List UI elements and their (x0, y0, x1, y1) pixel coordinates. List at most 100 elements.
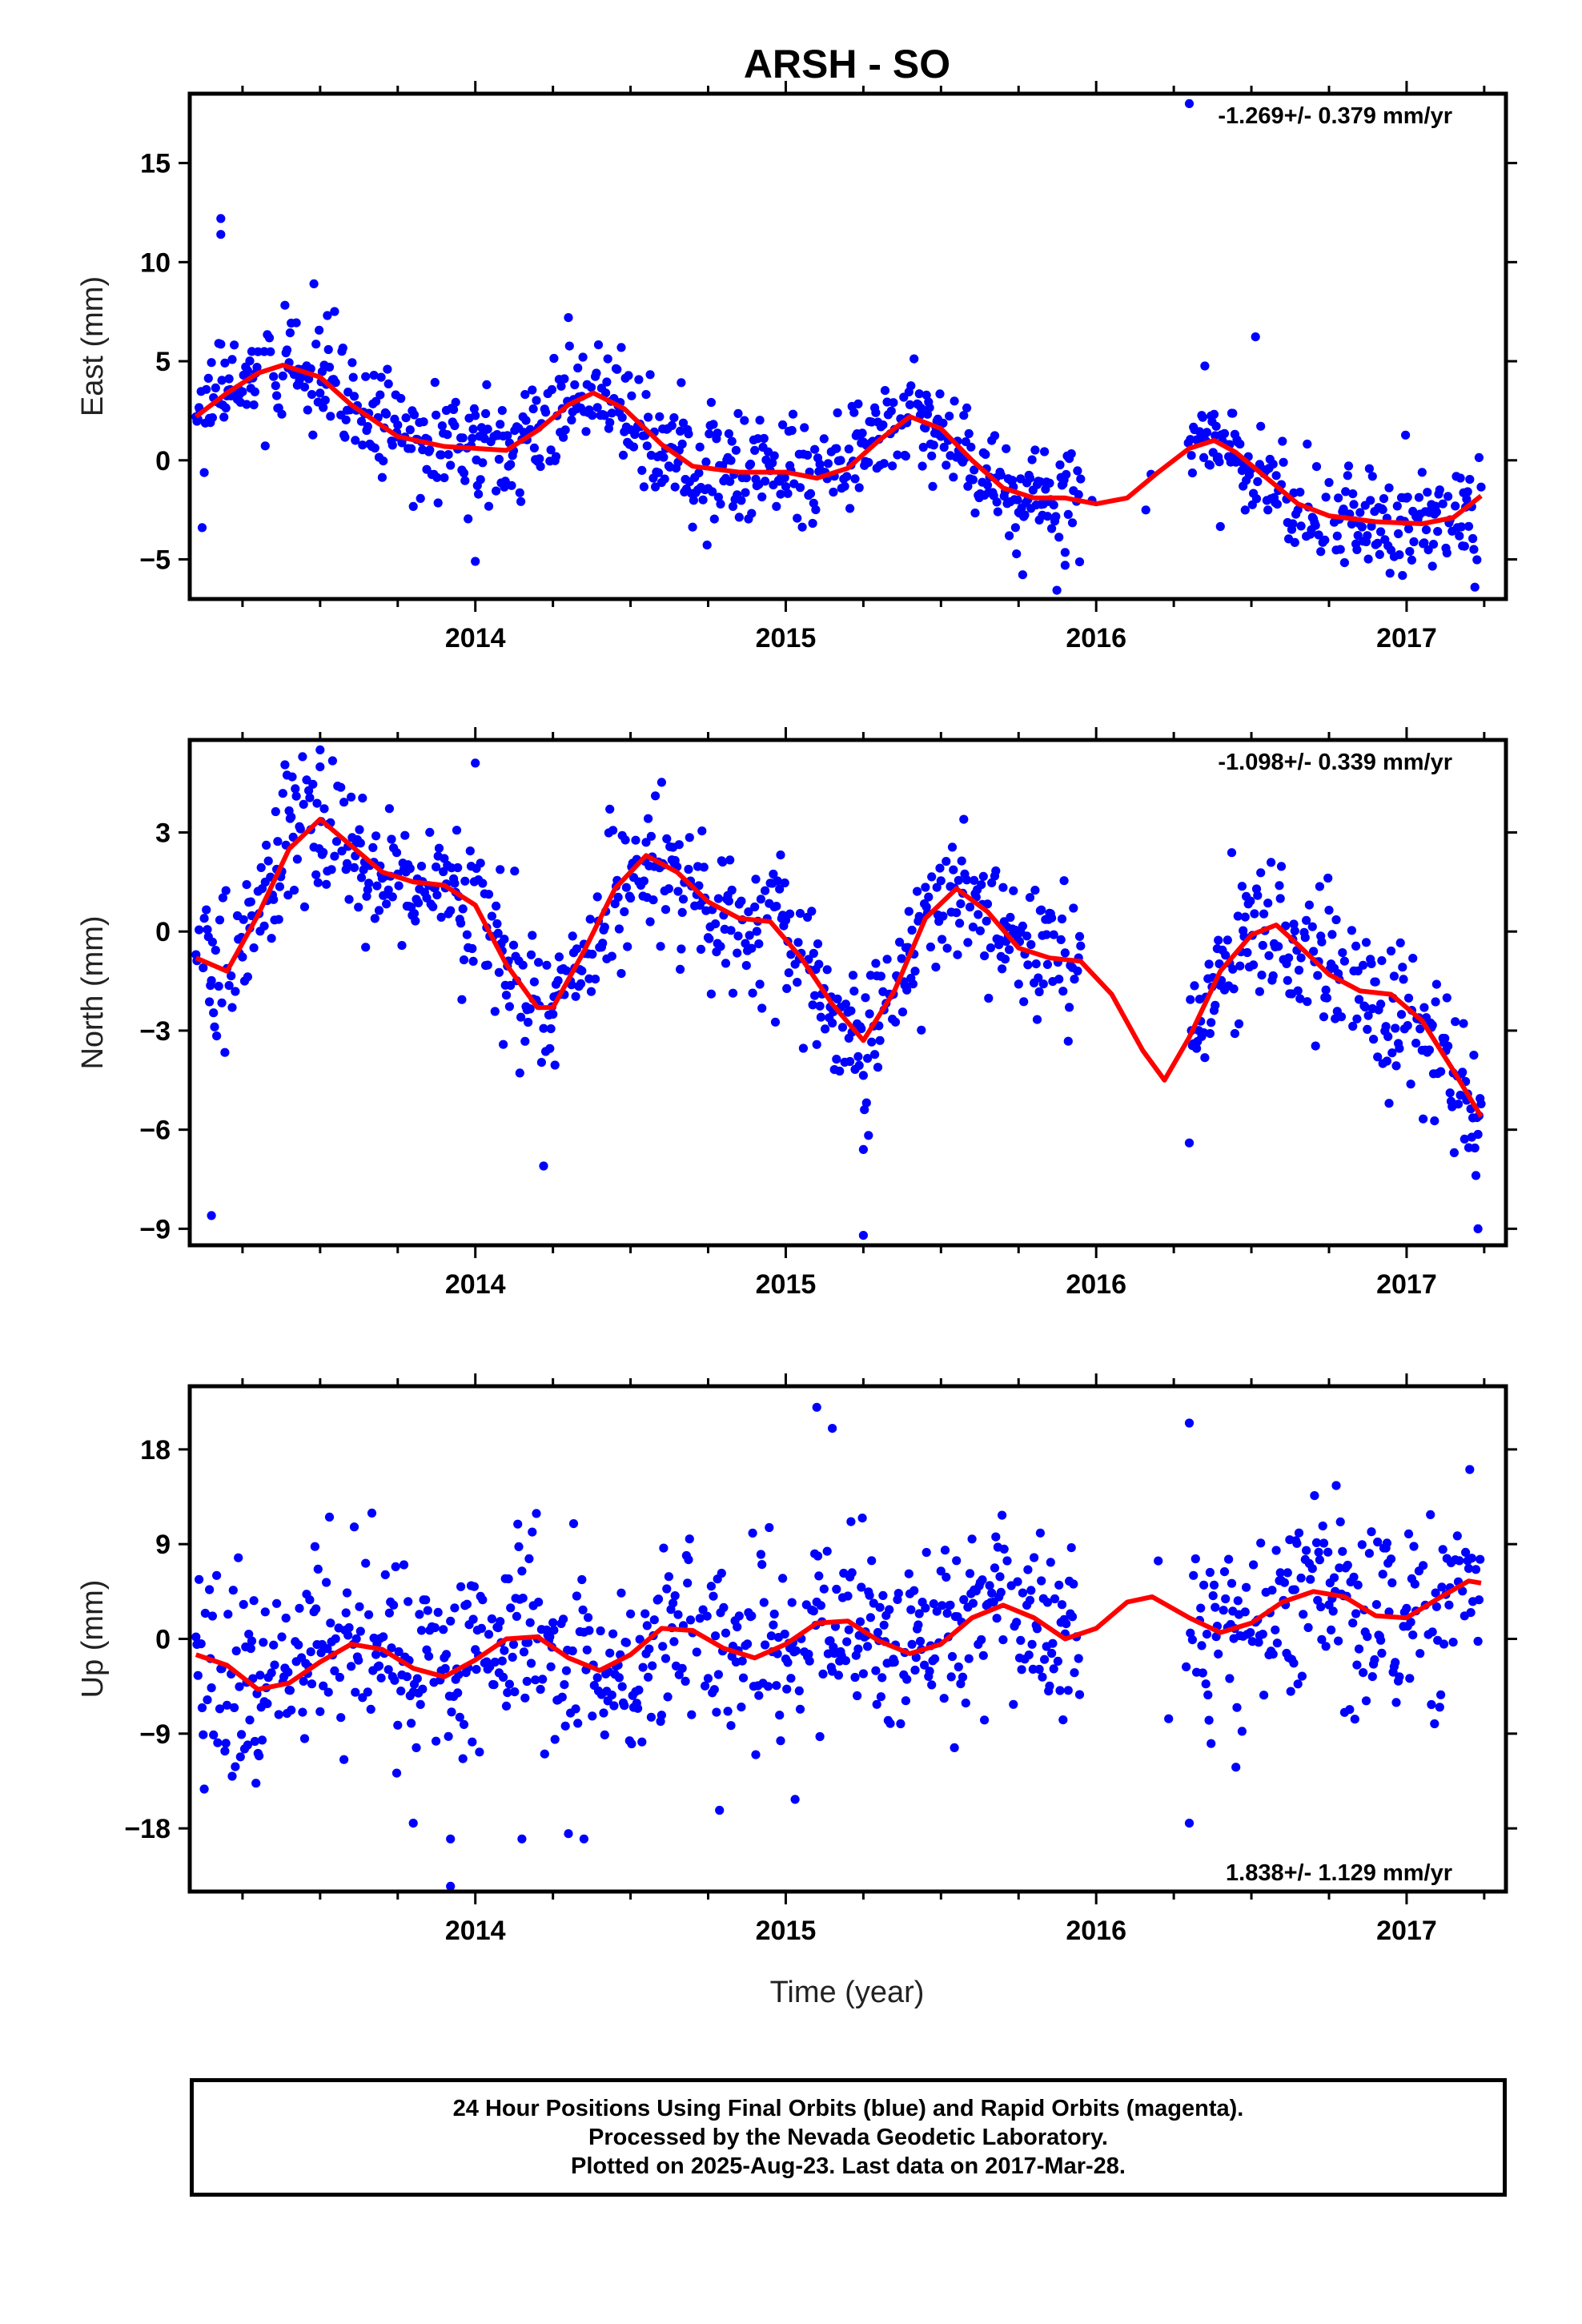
data-point (1363, 554, 1373, 564)
outlier-point (408, 1819, 418, 1828)
data-point (1456, 522, 1466, 532)
data-point (1376, 999, 1386, 1009)
data-point (481, 408, 491, 419)
data-point (620, 835, 630, 845)
data-point (405, 425, 415, 435)
data-point (1427, 1699, 1436, 1710)
y-tick-label: −9 (139, 1719, 171, 1750)
data-point (1327, 930, 1337, 939)
data-point (662, 1584, 672, 1594)
data-point (313, 1564, 323, 1574)
data-point (837, 1023, 848, 1032)
data-point (1012, 1618, 1022, 1627)
data-point (344, 1622, 354, 1633)
data-point (708, 487, 717, 497)
data-point (1371, 977, 1380, 987)
data-point (853, 1691, 862, 1701)
data-point (478, 458, 488, 468)
data-point (1415, 1649, 1425, 1659)
data-point (1324, 906, 1334, 915)
data-point (1233, 1596, 1243, 1606)
data-point (528, 931, 537, 940)
data-point (1214, 1649, 1223, 1659)
data-point (199, 963, 208, 973)
data-point (1458, 1586, 1468, 1596)
data-point (1164, 1714, 1174, 1723)
data-point (506, 460, 516, 469)
data-point (196, 1639, 206, 1649)
data-point (1385, 569, 1395, 578)
data-point (1321, 985, 1331, 995)
data-point (464, 514, 473, 524)
data-point (490, 1657, 500, 1667)
data-point (733, 1622, 742, 1632)
data-point (1403, 993, 1414, 1003)
data-point (456, 919, 466, 928)
data-point (783, 489, 793, 498)
data-point (987, 878, 997, 887)
data-point (878, 420, 888, 430)
data-point (1240, 1607, 1250, 1617)
data-point (600, 923, 609, 932)
data-point (684, 864, 693, 875)
data-point (1334, 1636, 1343, 1646)
data-point (501, 1701, 512, 1711)
data-point (245, 1715, 255, 1725)
data-point (444, 450, 453, 460)
data-point (1219, 1606, 1228, 1615)
data-point (829, 487, 838, 497)
data-point (921, 1547, 931, 1558)
data-point (772, 501, 781, 512)
data-point (959, 1594, 969, 1605)
data-point (849, 408, 859, 417)
data-point (1263, 505, 1273, 515)
data-point (199, 1784, 209, 1794)
data-point (484, 890, 494, 899)
data-point (277, 1632, 287, 1642)
data-point (242, 880, 251, 890)
data-point (745, 931, 754, 940)
data-point (347, 792, 356, 802)
data-point (387, 1643, 396, 1653)
data-point (1242, 1582, 1251, 1592)
data-point (1465, 475, 1475, 485)
data-point (418, 1684, 428, 1694)
data-point (1341, 487, 1351, 497)
data-point (524, 1638, 533, 1647)
data-point (305, 793, 315, 802)
data-point (330, 851, 339, 861)
data-point (1017, 1665, 1026, 1675)
data-point (1257, 971, 1267, 980)
data-point (1463, 487, 1472, 497)
data-point (1190, 981, 1199, 991)
data-point (450, 1603, 460, 1613)
data-point (953, 950, 962, 959)
data-point (927, 1680, 937, 1690)
data-point (303, 405, 312, 415)
data-point (942, 1608, 952, 1618)
data-point (1409, 537, 1419, 547)
data-point (844, 444, 853, 454)
data-point (468, 424, 478, 434)
data-point (526, 1659, 536, 1668)
data-point (670, 1591, 680, 1601)
data-point (1378, 1570, 1387, 1579)
data-point (1006, 912, 1015, 923)
data-point (1258, 1630, 1267, 1639)
data-point (503, 431, 512, 440)
data-point (805, 489, 816, 499)
data-point (355, 1602, 364, 1611)
data-point (364, 1610, 374, 1619)
data-point (1468, 533, 1478, 544)
data-point (425, 445, 435, 455)
data-point (1279, 1578, 1289, 1587)
data-point (572, 944, 582, 954)
data-point (970, 875, 979, 885)
data-point (1377, 956, 1387, 966)
data-point (795, 1704, 805, 1714)
data-point (305, 1595, 315, 1605)
data-point (1267, 1586, 1277, 1595)
data-point (601, 388, 611, 398)
data-point (483, 424, 492, 434)
data-point (848, 971, 858, 980)
